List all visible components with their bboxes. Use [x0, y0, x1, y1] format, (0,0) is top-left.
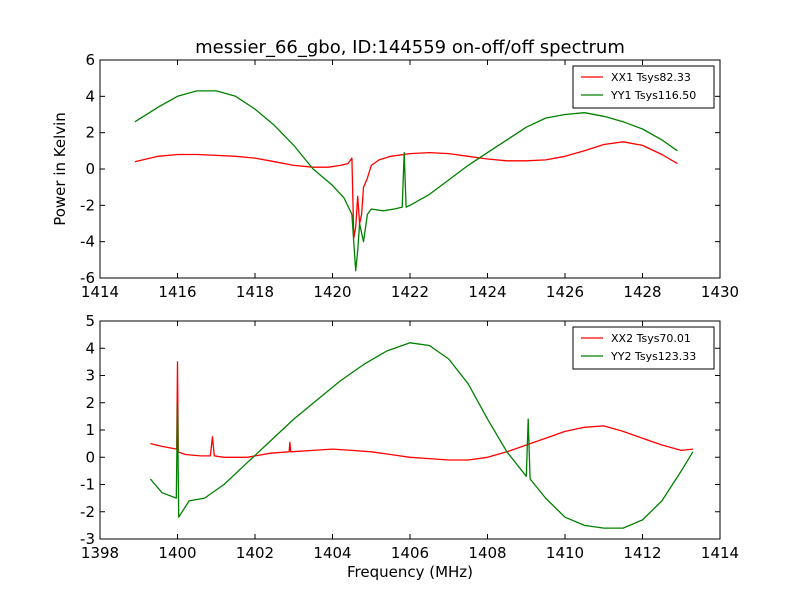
- plot-area-1: 1414 1416 1418 1420 1422 1424 1426 1428 1430 -6 -4…: [80, 51, 739, 301]
- x-tick-label: 1428: [623, 283, 661, 301]
- x-tick-label: 1416: [158, 283, 196, 301]
- y-tick-label: 4: [85, 87, 95, 105]
- x-tick-label: 1418: [236, 283, 274, 301]
- y-tick-label: -1: [80, 476, 95, 494]
- y-tick-label: 2: [85, 124, 95, 142]
- chart-title-1: messier_66_gbo, ID:144559 on-off/off spe…: [195, 37, 625, 58]
- legend-label: XX2 Tsys70.01: [611, 332, 691, 345]
- x-tick-label: 1400: [158, 544, 196, 562]
- x-tick-label: 1406: [391, 544, 429, 562]
- series-line-1-1: [134, 141, 678, 239]
- y-tick-label: 6: [85, 51, 95, 69]
- y-tick-label: 4: [85, 339, 95, 357]
- y-tick-label: 0: [85, 160, 95, 178]
- y-tick-label: 3: [85, 367, 95, 385]
- series-line-1-2: [134, 90, 678, 272]
- legend-label: YY1 Tsys116.50: [610, 89, 696, 102]
- x-tick-label: 1414: [701, 544, 739, 562]
- y-axis-label-1: Power in Kelvin: [51, 112, 69, 226]
- legend-label: YY2 Tsys123.33: [610, 350, 696, 363]
- x-tick-label: 1414: [81, 283, 119, 301]
- x-tick-label: 1398: [81, 544, 119, 562]
- x-tick-label: 1430: [701, 283, 739, 301]
- x-axis-label-2: Frequency (MHz): [347, 563, 473, 581]
- series-line-2-2: [149, 342, 694, 529]
- legend-label: XX1 Tsys82.33: [611, 71, 691, 84]
- y-tick-label: -6: [80, 269, 95, 287]
- x-tick-label: 1412: [623, 544, 661, 562]
- x-tick-label: 1424: [468, 283, 506, 301]
- y-tick-label: 2: [85, 394, 95, 412]
- legend-box-1: [572, 65, 715, 109]
- x-tick-label: 1402: [236, 544, 274, 562]
- x-tick-label: 1420: [313, 283, 351, 301]
- y-tick-label: -2: [80, 503, 95, 521]
- series-line-2-1: [150, 361, 693, 461]
- legend-box-2: [572, 326, 715, 370]
- x-tick-label: 1404: [313, 544, 351, 562]
- y-tick-label: 1: [85, 421, 95, 439]
- y-tick-label: -3: [80, 530, 95, 548]
- y-tick-label: 0: [85, 448, 95, 466]
- y-tick-label: -4: [80, 233, 95, 251]
- plot-area-2: 1398 1400 1402 1404 1406 1408 1410 1412 1414-3-2…: [80, 312, 739, 562]
- x-tick-label: 1422: [391, 283, 429, 301]
- x-tick-label: 1426: [546, 283, 584, 301]
- x-tick-label: 1410: [546, 544, 584, 562]
- y-tick-label: 5: [85, 312, 95, 330]
- x-tick-label: 1408: [468, 544, 506, 562]
- y-tick-label: -2: [80, 196, 95, 214]
